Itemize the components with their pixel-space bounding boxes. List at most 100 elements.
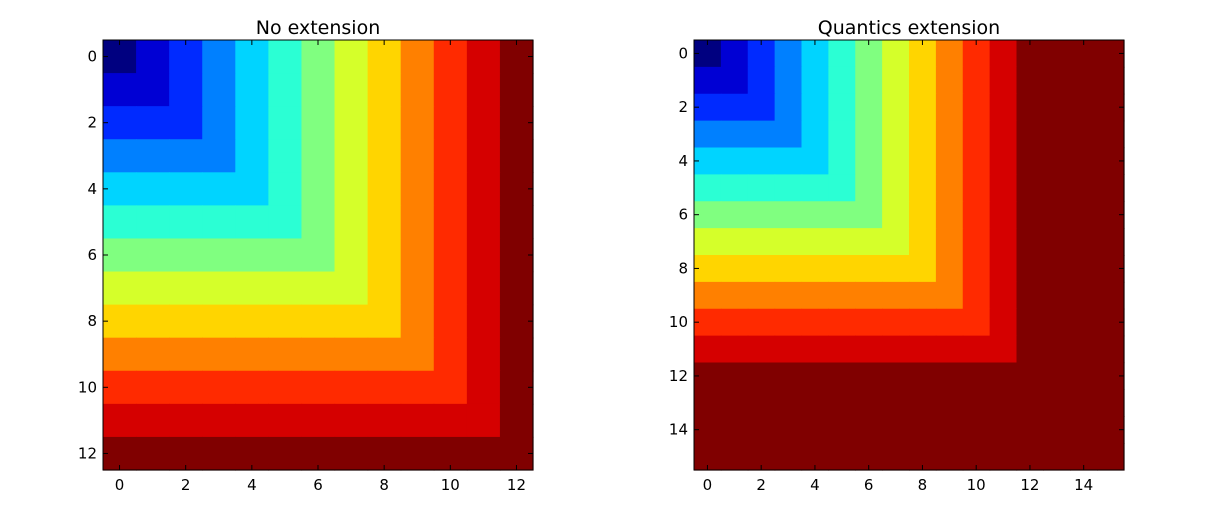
heatmap-cell [235, 304, 269, 339]
heatmap-cell [747, 174, 776, 202]
heatmap-cell [747, 281, 776, 310]
heatmap-cell [400, 403, 435, 438]
heatmap-cell [301, 238, 336, 273]
heatmap-cell [962, 120, 991, 149]
heatmap-cell [466, 271, 501, 306]
heatmap-cell [1043, 174, 1071, 202]
heatmap-cell [828, 66, 856, 95]
y-tick-label: 6 [678, 206, 688, 224]
heatmap-cell [935, 40, 964, 68]
heatmap-cell [909, 281, 937, 310]
heatmap-cell [855, 120, 883, 149]
heatmap-cell [1070, 389, 1098, 417]
heatmap-cell [268, 40, 303, 74]
heatmap-cell [747, 308, 776, 337]
heatmap-cell [1016, 335, 1044, 364]
heatmap-cell [400, 337, 435, 372]
heatmap-cell [1070, 120, 1098, 149]
heatmap-cell [720, 416, 749, 444]
heatmap-cell [801, 255, 829, 283]
heatmap-cell [1043, 120, 1071, 149]
heatmap-cell [202, 271, 236, 306]
heatmap-cell [301, 370, 336, 405]
heatmap-cell [774, 335, 803, 364]
heatmap-cell [301, 73, 336, 107]
heatmap-cell [235, 205, 269, 240]
heatmap-cell [720, 174, 749, 202]
heatmap-cell [202, 139, 236, 173]
heatmap-cell [169, 436, 203, 471]
heatmap-cell [694, 120, 722, 149]
heatmap-cell [989, 174, 1018, 202]
heatmap-cell [169, 238, 203, 273]
heatmap-cell [235, 436, 269, 471]
heatmap-cell [720, 147, 749, 175]
heatmap-cell [962, 255, 991, 283]
heatmap-cell [1043, 147, 1071, 175]
heatmap-cell [720, 120, 749, 149]
y-tick-label: 4 [678, 152, 688, 170]
heatmap-cell [268, 271, 303, 306]
heatmap-cell [136, 436, 170, 471]
heatmap-cell [334, 205, 369, 240]
heatmap-cell [103, 172, 137, 206]
heatmap-cell [499, 337, 534, 372]
heatmap-cell [103, 271, 137, 306]
heatmap-cell [1043, 443, 1071, 471]
y-tick-label: 4 [87, 180, 97, 198]
heatmap-cell [400, 139, 435, 173]
heatmap-cell [747, 335, 776, 364]
heatmap-cell [301, 436, 336, 471]
heatmap-cell [202, 436, 236, 471]
heatmap-cell [774, 255, 803, 283]
heatmap-cell [268, 73, 303, 107]
heatmap-cell [169, 304, 203, 339]
heatmap-cell [367, 40, 402, 74]
heatmap-cell [499, 73, 534, 107]
heatmap-cell [962, 66, 991, 95]
heatmap-cell [935, 308, 964, 337]
heatmap-cell [268, 238, 303, 273]
heatmap-cell [801, 308, 829, 337]
heatmap-cell [136, 40, 170, 74]
heatmap-cell [720, 443, 749, 471]
heatmap-cell [301, 304, 336, 339]
heatmap-cell [935, 389, 964, 417]
heatmap-cell [909, 416, 937, 444]
heatmap-cell [1016, 308, 1044, 337]
heatmap-cell [136, 304, 170, 339]
heatmap-cell [747, 147, 776, 175]
heatmap-cell [855, 201, 883, 229]
heatmap-cell [268, 337, 303, 372]
heatmap-cell [301, 205, 336, 240]
heatmap-cell [169, 172, 203, 206]
heatmap-cell [1070, 147, 1098, 175]
heatmap-cell [1043, 93, 1071, 122]
heatmap-cell [103, 139, 137, 173]
heatmap-cell [828, 147, 856, 175]
heatmap-cell [235, 370, 269, 405]
heatmap-cell [169, 205, 203, 240]
x-tick-label: 12 [507, 476, 526, 494]
heatmap-cell [747, 416, 776, 444]
heatmap-cell [1070, 255, 1098, 283]
heatmap-cell [136, 370, 170, 405]
heatmap-cell [747, 228, 776, 256]
heatmap-cell [499, 205, 534, 240]
heatmap-cell [466, 370, 501, 405]
heatmap-cell [367, 106, 402, 140]
heatmap-cell [136, 172, 170, 206]
heatmap-cell [828, 201, 856, 229]
heatmap-cell [103, 205, 137, 240]
heatmap-cell [909, 174, 937, 202]
heatmap-cell [103, 238, 137, 273]
heatmap-cell [774, 281, 803, 310]
heatmap-cell [1016, 416, 1044, 444]
heatmap-cell [466, 238, 501, 273]
heatmap-cell [499, 139, 534, 173]
heatmap-cell [962, 335, 991, 364]
heatmap-cell [1070, 362, 1098, 390]
heatmap-cell [268, 139, 303, 173]
heatmap-cell [334, 337, 369, 372]
heatmap-cell [433, 403, 468, 438]
